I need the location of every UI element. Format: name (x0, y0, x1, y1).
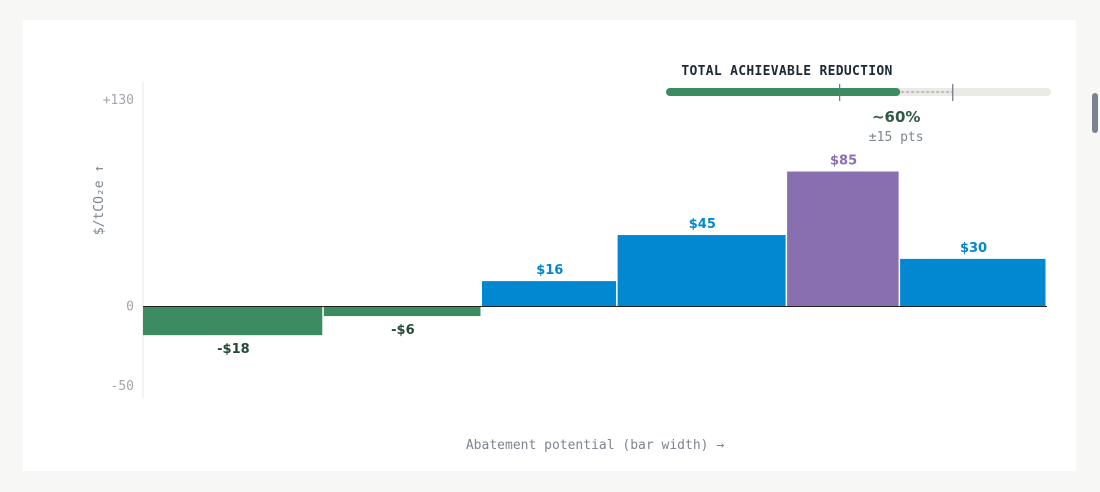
bar-6 (900, 258, 1046, 307)
bar-2 (323, 306, 481, 317)
bar-value-label: $16 (536, 263, 563, 278)
reduction-indicator: TOTAL ACHIEVABLE REDUCTION ~60% ±15 pts (666, 64, 1051, 145)
bar-5 (787, 171, 899, 307)
bar-4 (617, 235, 786, 307)
bar-value-label: $30 (960, 241, 987, 256)
bar-value-label: $85 (830, 154, 857, 169)
y-ticks: +130 0 -50 (103, 93, 134, 394)
bar-value-label: -$6 (391, 323, 415, 338)
bars-group: -$18 -$6 $16 $45 $85 $30 (143, 154, 1046, 357)
reduction-title: TOTAL ACHIEVABLE REDUCTION (681, 64, 892, 79)
bar-value-label: -$18 (217, 342, 250, 357)
reduction-percent: ~60% (872, 108, 920, 126)
x-axis-title: Abatement potential (bar width) → (466, 438, 724, 453)
bar-3 (482, 281, 617, 307)
reduction-uncertainty: ±15 pts (869, 130, 924, 145)
y-tick-label: +130 (103, 93, 134, 108)
y-tick-label: 0 (126, 300, 134, 315)
y-tick-label: -50 (111, 379, 134, 394)
bar-1 (143, 306, 323, 336)
bar-value-label: $45 (689, 217, 716, 232)
scrollbar-thumb[interactable] (1092, 93, 1098, 133)
y-axis-title: $/tCO₂e ↑ (92, 165, 107, 235)
